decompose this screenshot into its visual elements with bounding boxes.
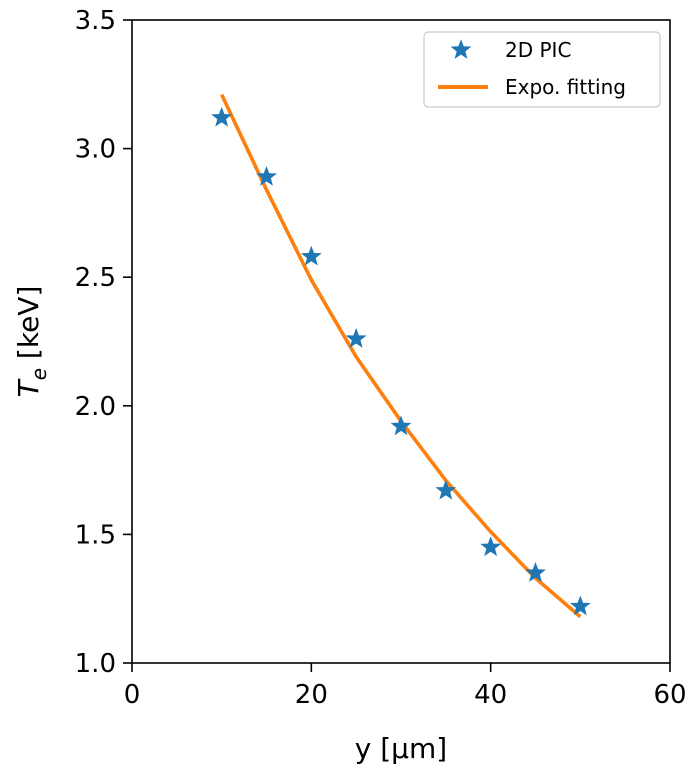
plot-frame <box>131 19 671 664</box>
data-point <box>525 562 546 582</box>
legend-label-2d-pic: 2D PIC <box>505 38 571 62</box>
y-tick-label: 3.5 <box>75 6 116 36</box>
data-point <box>211 106 233 127</box>
x-tick-label: 20 <box>295 680 328 710</box>
data-point <box>569 595 591 616</box>
x-tick-label: 60 <box>653 680 686 710</box>
data-layer <box>211 93 591 619</box>
data-point <box>300 245 322 266</box>
data-point <box>345 328 367 348</box>
y-axis: 1.0 1.5 2.0 2.5 3.0 3.5 <box>75 6 132 679</box>
y-tick-label: 2.5 <box>75 263 116 293</box>
legend-star <box>450 39 472 59</box>
y-tick-label: 3.0 <box>75 135 116 165</box>
data-point <box>256 165 277 186</box>
x-axis: 0 20 40 60 <box>124 663 687 710</box>
y-axis-label-sub: e <box>27 368 51 380</box>
y-axis-label-unit: [keV] <box>12 286 45 368</box>
x-tick-label: 0 <box>124 680 141 710</box>
legend-label-expo-fitting: Expo. fitting <box>505 75 626 99</box>
y-axis-label-main: T <box>12 378 45 397</box>
y-tick-label: 2.0 <box>75 392 116 422</box>
y-axis-label: Te [keV] <box>12 286 51 398</box>
data-point <box>480 536 502 557</box>
legend: 2D PIC Expo. fitting <box>423 31 661 108</box>
data-point <box>435 479 457 500</box>
legend-marker-2d-pic <box>450 39 472 59</box>
y-tick-label: 1.5 <box>75 520 116 550</box>
y-tick-label: 1.0 <box>75 649 116 679</box>
data-point <box>390 415 412 436</box>
fit-line <box>220 93 582 619</box>
x-axis-label: y [μm] <box>355 732 447 765</box>
x-tick-label: 40 <box>474 680 507 710</box>
